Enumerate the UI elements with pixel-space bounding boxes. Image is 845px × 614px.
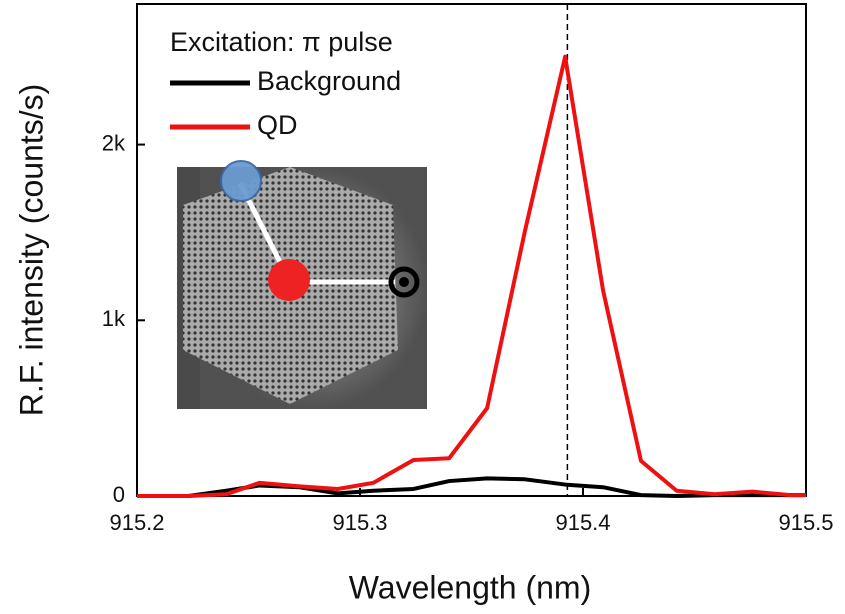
x-tick-label: 915.5	[778, 510, 833, 535]
x-tick-label: 915.2	[109, 510, 164, 535]
legend-label: QD	[257, 110, 298, 140]
y-tick-label: 0	[113, 482, 125, 507]
y-tick-label: 2k	[102, 130, 126, 155]
y-axis-title: R.F. intensity (counts/s)	[13, 84, 49, 417]
legend-label: Background	[257, 66, 401, 96]
x-tick-label: 915.3	[332, 510, 387, 535]
x-tick-label: 915.4	[555, 510, 610, 535]
x-axis-title: Wavelength (nm)	[349, 569, 591, 605]
legend-title: Excitation: π pulse	[170, 27, 393, 57]
y-tick-label: 1k	[102, 306, 126, 331]
chart: Wavelength (nm) R.F. intensity (counts/s…	[0, 0, 845, 614]
inset-image	[177, 161, 427, 409]
